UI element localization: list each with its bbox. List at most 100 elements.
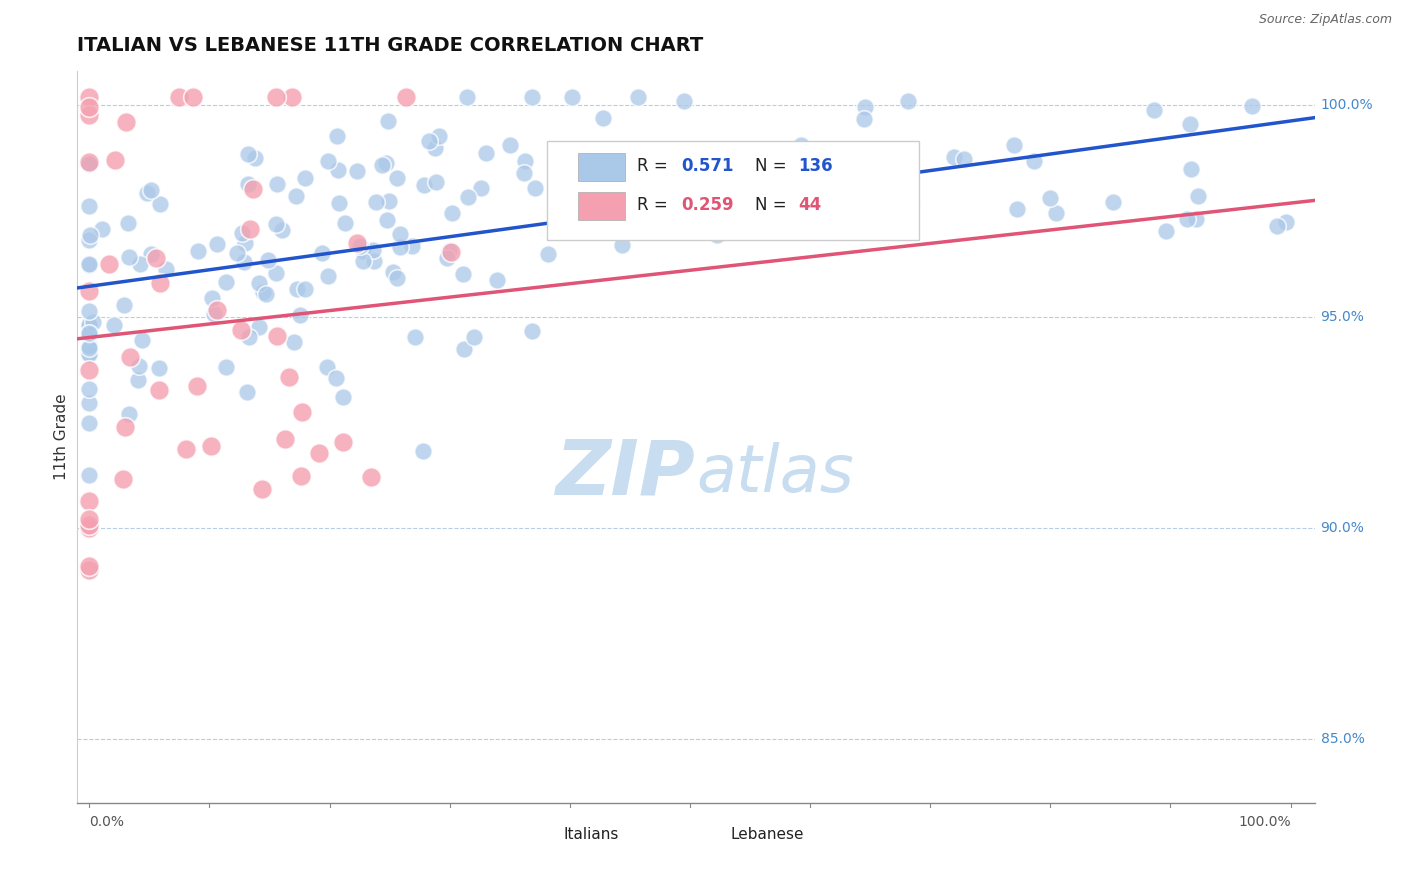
Point [148,360,170,375]
Point [377,113,399,128]
Point [285,189,308,203]
Point [79,157,101,171]
Y-axis label: 11th Grade: 11th Grade [53,393,69,481]
Point [167,89,190,103]
Point [201,291,224,305]
Point [326,162,349,177]
Point [610,238,633,252]
Point [79,563,101,577]
Point [364,195,387,210]
Text: ITALIAN VS LEBANESE 11TH GRADE CORRELATION CHART: ITALIAN VS LEBANESE 11TH GRADE CORRELATI… [77,36,703,54]
Point [485,272,508,286]
Point [436,252,458,266]
Point [1022,154,1045,169]
Point [381,265,404,279]
Point [513,153,536,168]
Point [127,373,149,387]
Point [1241,99,1264,113]
Point [1185,212,1208,227]
Point [1175,211,1198,226]
Point [1187,189,1209,203]
Point [254,287,277,301]
FancyBboxPatch shape [547,141,918,240]
Point [463,329,485,343]
Point [363,253,385,268]
Text: 100.0%: 100.0% [1237,815,1291,830]
Point [285,282,308,296]
Point [1180,161,1202,176]
Point [243,152,266,166]
Point [281,89,304,103]
Point [294,170,316,185]
Point [395,89,418,103]
Text: 0.259: 0.259 [681,196,734,214]
Point [440,244,463,259]
Point [385,171,408,186]
Point [231,323,253,337]
Point [79,317,101,331]
Point [270,223,292,237]
Point [79,326,101,341]
Point [79,520,101,534]
Text: 100.0%: 100.0% [1320,98,1374,112]
Point [79,199,101,213]
Point [789,138,811,153]
Point [118,407,141,421]
Point [1002,137,1025,152]
Point [91,221,114,235]
Point [266,328,288,343]
Point [900,196,922,211]
Point [264,217,287,231]
Point [155,262,177,277]
Point [316,269,339,284]
Text: Lebanese: Lebanese [731,827,804,842]
Point [375,213,398,227]
Point [943,150,966,164]
Point [187,244,209,259]
Point [247,276,270,290]
Point [352,254,374,268]
Point [437,244,460,259]
Text: Italians: Italians [564,827,619,842]
FancyBboxPatch shape [683,825,723,843]
Point [79,467,101,482]
Text: 0.0%: 0.0% [90,815,124,830]
Point [277,369,299,384]
Point [238,330,260,344]
Point [112,298,135,312]
Point [79,155,101,169]
Point [457,190,479,204]
Point [79,157,101,171]
Point [79,416,101,430]
Point [536,247,558,261]
Point [79,304,101,318]
Point [1005,202,1028,217]
Point [236,146,259,161]
Point [575,186,598,200]
Point [131,334,153,348]
Point [294,283,316,297]
Point [252,483,274,497]
Point [848,150,870,164]
Point [118,350,141,364]
Point [389,227,412,241]
Point [456,89,478,103]
Point [520,324,543,338]
Point [522,89,544,103]
Point [325,371,347,385]
Point [453,342,475,356]
Point [139,182,162,196]
Point [1143,103,1166,118]
Point [1102,195,1125,210]
Point [145,251,167,265]
Point [247,320,270,334]
Point [174,442,197,457]
Text: N =: N = [755,196,792,214]
Point [706,228,728,243]
Point [135,186,157,200]
Point [79,89,101,103]
Point [264,89,287,103]
Point [215,359,238,374]
Point [79,518,101,533]
Point [266,177,288,191]
